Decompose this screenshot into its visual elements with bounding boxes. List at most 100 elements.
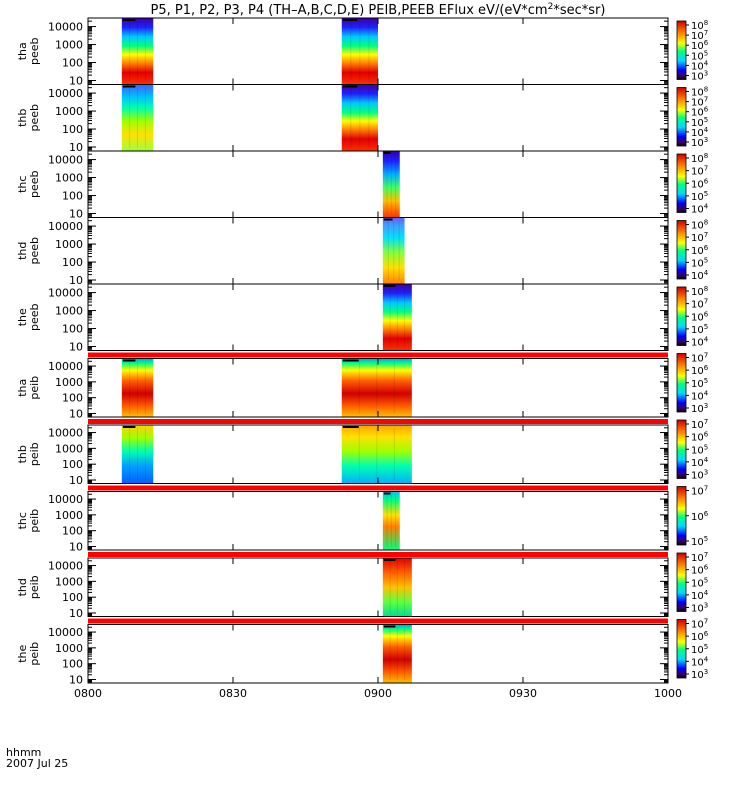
panel-label: thbpeib	[16, 442, 41, 466]
burst-marker	[122, 426, 136, 428]
y-tick-label: 10000	[48, 360, 83, 373]
panel-label: thdpeeb	[16, 237, 41, 265]
colorbar-label-exponent: 7	[704, 165, 708, 173]
panel-stack: 10100100010000thapeeb1031041051061071081…	[16, 17, 709, 687]
colorbar-label-exponent: 3	[704, 136, 708, 144]
colorbar-label-base: 10	[691, 578, 704, 589]
colorbar-label: 105	[691, 323, 708, 336]
burst-marker	[342, 359, 359, 362]
x-axis-label: hhmm	[6, 746, 41, 759]
colorbar-label: 104	[691, 126, 709, 139]
burst-marker	[383, 492, 391, 495]
colorbar-label-base: 10	[691, 246, 704, 257]
y-tick-label: 10000	[48, 560, 83, 573]
colorbar-label: 106	[691, 177, 709, 190]
colorbar-label-base: 10	[691, 433, 704, 444]
y-tick-label: 100	[62, 256, 83, 269]
colorbar-label-exponent: 7	[704, 231, 708, 239]
colorbar-label-exponent: 6	[704, 510, 709, 518]
x-tick-label: 1000	[654, 687, 682, 700]
spectrogram-burst	[382, 558, 412, 617]
panel-label: thapeib	[16, 376, 41, 400]
colorbar-label-base: 10	[691, 366, 704, 377]
colorbar-label-exponent: 7	[704, 485, 708, 493]
panel-probe-label: thc	[16, 176, 29, 193]
colorbar-label-base: 10	[691, 61, 704, 72]
y-tick-label: 10000	[48, 427, 83, 440]
colorbar-label-base: 10	[691, 620, 704, 631]
colorbar-label: 107	[691, 29, 708, 42]
colorbar-label-exponent: 5	[704, 49, 708, 57]
probe-status-bar	[88, 419, 668, 424]
colorbar-label-base: 10	[691, 108, 704, 119]
y-tick-label: 10000	[48, 626, 83, 639]
y-tick-label: 10	[69, 474, 83, 487]
colorbar-label-exponent: 6	[704, 39, 709, 47]
colorbar-label: 107	[691, 96, 708, 109]
colorbar-label: 103	[691, 70, 708, 83]
colorbar-label-base: 10	[691, 512, 704, 523]
panel-label: thdpeib	[16, 575, 41, 599]
burst-marker	[383, 218, 393, 221]
colorbar-label-base: 10	[691, 98, 704, 109]
colorbar-label-exponent: 7	[704, 418, 708, 426]
colorbar-label-base: 10	[691, 379, 704, 390]
colorbar-label-exponent: 5	[704, 377, 708, 385]
colorbar-label-exponent: 8	[704, 152, 708, 160]
colorbar-label: 104	[691, 456, 709, 469]
panel-label: thepeeb	[16, 303, 41, 331]
x-tick-label: 0830	[219, 687, 247, 700]
colorbar-label-exponent: 5	[704, 116, 708, 124]
y-tick-label: 10	[69, 141, 83, 154]
panel-instrument-label: peib	[28, 376, 41, 400]
panel-probe-label: thc	[16, 512, 29, 529]
spectrogram-burst	[121, 84, 154, 151]
y-tick-label: 10	[69, 607, 83, 620]
colorbar-label: 106	[691, 310, 709, 323]
colorbar-label: 103	[691, 602, 708, 615]
colorbar-label-base: 10	[691, 471, 704, 482]
colorbar-label: 105	[691, 256, 708, 269]
panel-frame	[87, 150, 669, 218]
colorbar-label: 103	[691, 469, 708, 482]
colorbar-label-exponent: 4	[704, 269, 709, 277]
colorbar-label-exponent: 8	[704, 219, 708, 227]
y-tick-label: 10000	[48, 154, 83, 167]
colorbar-label-exponent: 3	[704, 70, 708, 78]
colorbar-label: 105	[691, 377, 708, 390]
colorbar-label: 107	[691, 618, 708, 631]
time-axis: 0800 0830 0900 0930 1000	[74, 687, 682, 700]
x-tick-label: 0900	[364, 687, 392, 700]
colorbar-label-exponent: 6	[704, 564, 709, 572]
colorbar-label-exponent: 8	[704, 285, 708, 293]
panel-probe-label: the	[16, 308, 29, 326]
colorbar-label-exponent: 5	[704, 323, 708, 331]
y-tick-label: 1000	[55, 105, 83, 118]
colorbar-label: 106	[691, 244, 709, 257]
colorbar-label-base: 10	[691, 604, 704, 615]
colorbar-label: 107	[691, 231, 708, 244]
panel-instrument-label: peeb	[28, 303, 41, 331]
colorbar-label: 106	[691, 564, 709, 577]
panel-label: thbpeeb	[16, 104, 41, 132]
colorbar-label: 105	[691, 190, 708, 203]
y-tick-label: 100	[62, 123, 83, 136]
colorbar-label-exponent: 3	[704, 602, 708, 610]
colorbar-label-exponent: 6	[704, 364, 709, 372]
colorbar-label: 104	[691, 203, 709, 216]
spectrogram-burst	[341, 84, 378, 151]
colorbar-label: 105	[691, 116, 708, 129]
colorbar-label-base: 10	[691, 118, 704, 129]
colorbar	[676, 552, 687, 612]
panel-label: thepeib	[16, 642, 41, 666]
colorbar-label-base: 10	[691, 391, 704, 402]
colorbar-label: 107	[691, 165, 708, 178]
colorbar	[676, 153, 687, 213]
colorbar-label: 106	[691, 510, 709, 523]
colorbar-label: 106	[691, 106, 709, 119]
panel-probe-label: thd	[16, 578, 29, 596]
y-tick-label: 10	[69, 407, 83, 420]
panel-frame	[87, 491, 669, 551]
